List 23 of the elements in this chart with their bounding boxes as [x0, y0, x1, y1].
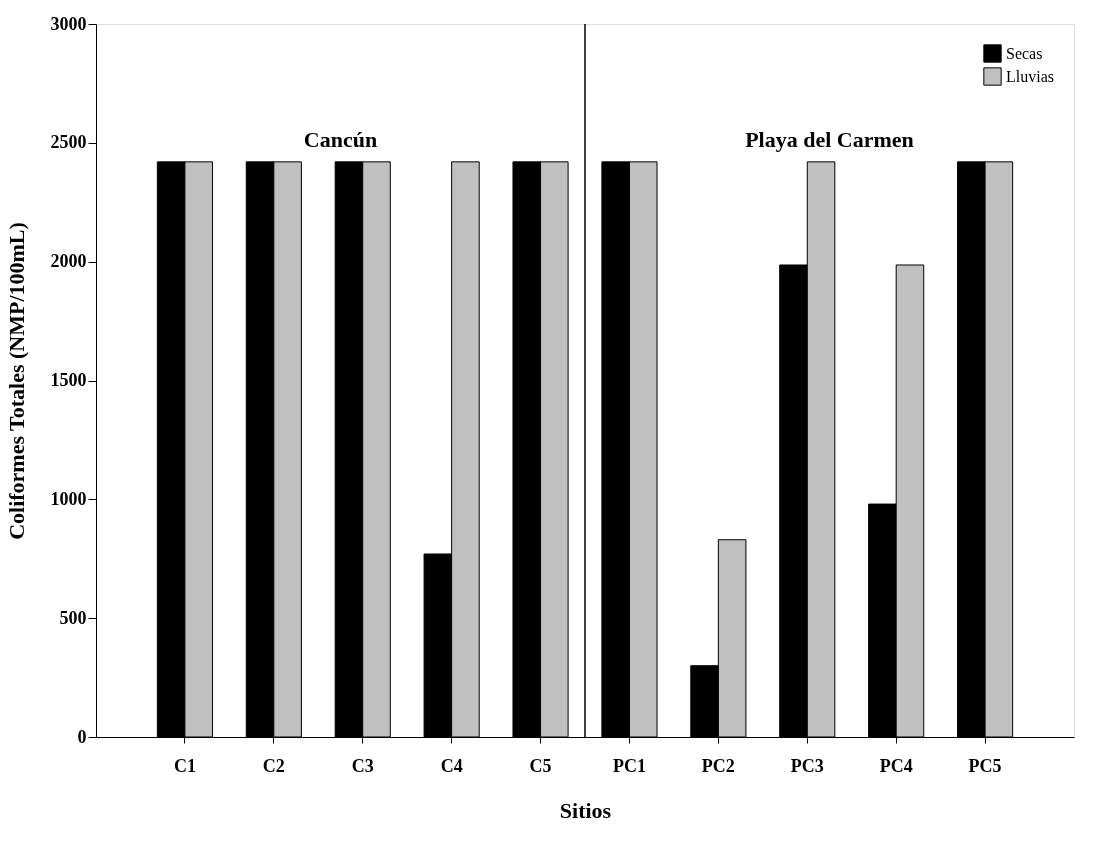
- annotation: Playa del Carmen: [745, 127, 914, 153]
- x-tick-label: C2: [262, 755, 285, 776]
- y-tick-label: 1000: [50, 488, 87, 509]
- y-tick-label: 2500: [50, 132, 87, 153]
- x-tick-label: C3: [351, 755, 374, 776]
- x-tick-label: PC2: [701, 755, 735, 776]
- legend-label: Lluvias: [1006, 67, 1054, 85]
- x-tick-label: PC4: [879, 755, 913, 776]
- y-axis-title: Coliformes Totales (NMP/100mL): [3, 222, 29, 540]
- x-tick-label: C1: [173, 755, 196, 776]
- y-tick-label: 3000: [50, 13, 87, 34]
- annotation: Cancún: [303, 127, 378, 153]
- x-tick-label: PC3: [790, 755, 824, 776]
- x-axis-title: Sitios: [559, 797, 612, 823]
- y-tick-label: 1500: [50, 370, 87, 390]
- y-tick-label: 0: [77, 726, 87, 747]
- x-tick-label: PC1: [612, 755, 646, 776]
- legend-label: Secas: [1006, 44, 1043, 62]
- y-tick-label: 2000: [50, 251, 87, 272]
- x-tick-label: PC5: [968, 755, 1002, 776]
- x-tick-label: C4: [440, 755, 463, 776]
- y-tick-label: 500: [59, 607, 87, 628]
- x-tick-label: C5: [529, 755, 552, 776]
